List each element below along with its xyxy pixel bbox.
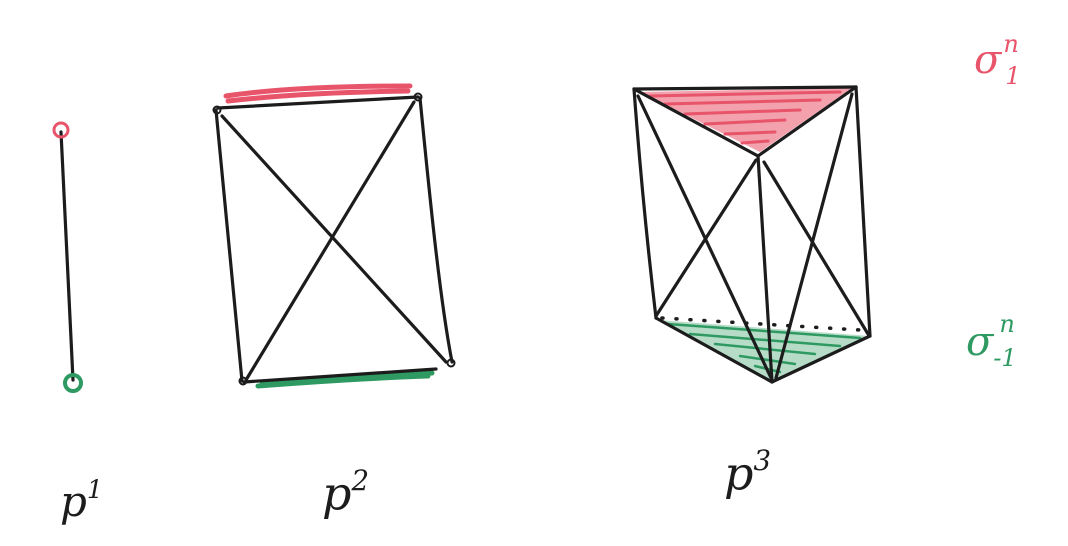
p2-top-face — [223, 83, 413, 104]
label-p1-base: p — [60, 477, 87, 526]
p1-bottom-vertex — [63, 373, 83, 393]
p3-bottom-face-hatch — [666, 322, 862, 374]
label-p1-exp: 1 — [86, 475, 103, 505]
legend-bottom-sigma: σ n -1 — [966, 312, 1029, 370]
p2-vertex — [212, 105, 222, 115]
figure-p3-prism — [632, 85, 872, 384]
p3-diagonal — [654, 158, 758, 318]
p3-top-edge-left — [632, 87, 760, 158]
p2-edge-right — [418, 96, 454, 364]
legend-bottom-symbol: σ — [966, 319, 994, 365]
p3-vertical-left — [632, 87, 658, 320]
p2-edge-bottom — [242, 367, 438, 384]
legend-bottom-sub: -1 — [993, 344, 1017, 372]
label-p2-exp: 2 — [351, 464, 370, 498]
p2-vertex — [238, 376, 248, 386]
label-p2-base: p — [322, 466, 352, 521]
p3-top-edge-right — [756, 85, 858, 158]
p2-vertex — [446, 358, 456, 368]
p2-edge-top — [216, 95, 420, 110]
label-p3: p3 — [724, 447, 771, 496]
figure-p2-square — [212, 83, 456, 389]
legend-top-symbol: σ — [974, 37, 1002, 83]
p3-hidden-edge — [660, 316, 862, 332]
p1-edge — [59, 130, 75, 382]
legend-top-sup: n — [1003, 30, 1019, 58]
p2-vertex — [413, 92, 423, 102]
legend-bottom-sup: n — [999, 310, 1015, 338]
figure-p1-segment — [52, 121, 83, 393]
label-p3-exp: 3 — [753, 444, 772, 478]
p3-top-edge-back — [632, 85, 858, 91]
p2-diagonal-1 — [220, 114, 448, 364]
p3-diagonal — [774, 92, 854, 380]
label-p3-base: p — [724, 446, 754, 501]
p3-diagonal — [762, 160, 870, 336]
legend-top-sub: 1 — [1005, 62, 1021, 90]
p3-bottom-edge-left — [654, 316, 774, 384]
p1-top-vertex — [52, 121, 70, 139]
p3-top-face-hatch — [648, 90, 842, 145]
p2-diagonal-2 — [244, 100, 416, 382]
p3-vertical-front — [756, 154, 774, 384]
label-p2: p2 — [322, 467, 369, 516]
p2-edge-left — [214, 108, 244, 383]
p3-vertical-right — [854, 85, 872, 338]
label-p1: p1 — [60, 477, 103, 526]
p3-bottom-edge-right — [770, 334, 872, 384]
